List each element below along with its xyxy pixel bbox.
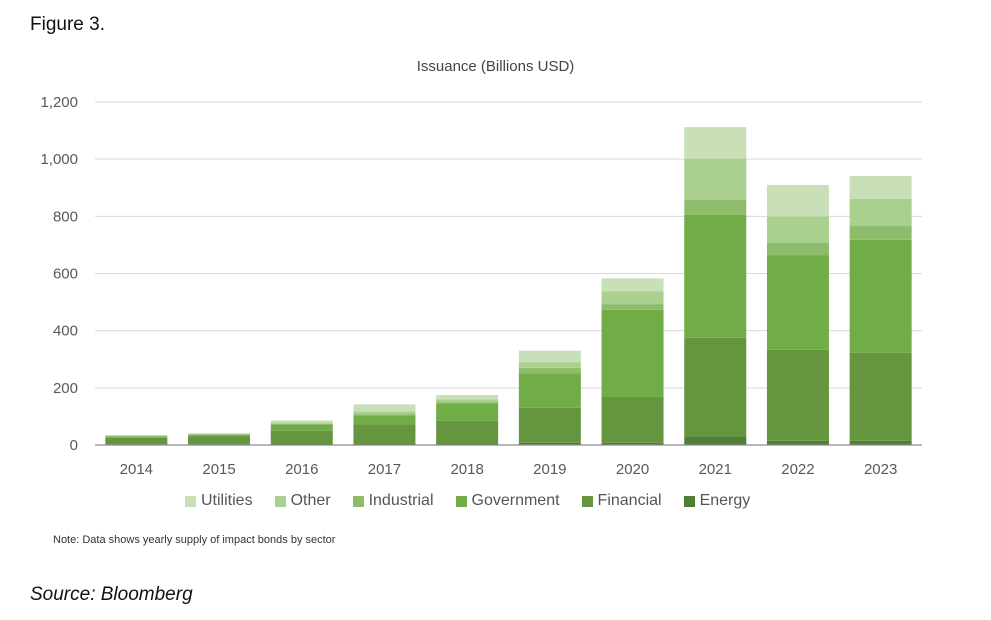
legend-item-other: Other <box>274 492 331 510</box>
bar-energy-2017 <box>353 443 416 445</box>
bar-utilities-2018 <box>436 394 499 400</box>
bar-other-2023 <box>849 198 912 227</box>
bar-other-2015 <box>188 433 251 435</box>
bar-industrial-2020 <box>601 304 664 310</box>
bar-government-2022 <box>766 255 829 350</box>
bar-government-2023 <box>849 239 912 353</box>
x-tick-label: 2016 <box>285 461 318 478</box>
bar-government-2014 <box>105 436 168 438</box>
bar-financial-2021 <box>684 337 747 437</box>
x-tick-label: 2022 <box>781 461 814 478</box>
source-caption: Source: Bloomberg <box>30 584 193 605</box>
chart-note: Note: Data shows yearly supply of impact… <box>53 534 336 546</box>
y-tick-label: 1,000 <box>40 151 78 168</box>
x-tick-label: 2023 <box>864 461 897 478</box>
bar-financial-2023 <box>849 352 912 441</box>
bar-government-2019 <box>518 373 581 408</box>
bar-utilities-2022 <box>766 184 829 217</box>
bar-utilities-2023 <box>849 176 912 199</box>
bar-government-2021 <box>684 214 747 338</box>
chart-title: Issuance (Billions USD) <box>416 58 575 75</box>
legend-item-government: Government <box>455 492 560 510</box>
bar-industrial-2022 <box>766 242 829 256</box>
bar-financial-2014 <box>105 437 168 445</box>
bar-utilities-2016 <box>270 420 333 423</box>
legend-swatch <box>455 495 467 507</box>
bar-financial-2015 <box>188 436 251 445</box>
bars <box>105 127 912 445</box>
legend-label: Energy <box>699 492 751 509</box>
legend-item-energy: Energy <box>683 492 751 510</box>
bar-other-2020 <box>601 291 664 305</box>
bar-industrial-2017 <box>353 414 416 416</box>
y-tick-label: 200 <box>53 380 78 397</box>
bar-other-2021 <box>684 158 747 201</box>
x-tick-label: 2018 <box>450 461 483 478</box>
bar-energy-2021 <box>684 436 747 445</box>
bar-other-2019 <box>518 362 581 368</box>
legend-label: Government <box>471 492 560 509</box>
bar-financial-2018 <box>436 420 499 444</box>
legend-item-utilities: Utilities <box>185 492 253 510</box>
legend-item-industrial: Industrial <box>352 492 434 510</box>
bar-government-2016 <box>270 424 333 431</box>
x-tick-label: 2014 <box>120 461 153 478</box>
legend-swatch <box>352 495 364 507</box>
bar-other-2016 <box>270 422 333 424</box>
y-tick-label: 600 <box>53 266 78 283</box>
bar-other-2014 <box>105 435 168 437</box>
legend-label: Industrial <box>368 492 434 509</box>
x-tick-label: 2017 <box>368 461 401 478</box>
chart-legend: Utilities Other Industrial Government Financ… <box>185 492 772 510</box>
y-tick-label: 400 <box>53 323 78 340</box>
bar-other-2022 <box>766 216 829 243</box>
bar-utilities-2017 <box>353 404 416 412</box>
bar-utilities-2021 <box>684 127 747 159</box>
legend-label: Utilities <box>201 492 253 509</box>
bar-financial-2020 <box>601 396 664 443</box>
axes: 0 200 400 600 800 1,000 1,200 2014 2015 2016 2017 2… <box>40 94 922 478</box>
bar-industrial-2021 <box>684 200 747 215</box>
bar-other-2018 <box>436 399 499 403</box>
legend-label: Other <box>290 492 331 509</box>
bar-utilities-2020 <box>601 278 664 292</box>
bar-energy-2018 <box>436 443 499 445</box>
y-tick-label: 0 <box>70 437 78 454</box>
y-tick-label: 800 <box>53 208 78 225</box>
bar-financial-2022 <box>766 349 829 441</box>
bar-government-2017 <box>353 415 416 425</box>
legend-swatch <box>683 495 695 507</box>
legend-item-financial: Financial <box>581 492 662 510</box>
bar-government-2020 <box>601 309 664 397</box>
legend-swatch <box>185 495 196 507</box>
x-tick-label: 2020 <box>616 461 649 478</box>
legend-label: Financial <box>597 492 662 509</box>
bar-industrial-2023 <box>849 226 912 240</box>
bar-energy-2022 <box>766 440 829 445</box>
x-tick-label: 2021 <box>699 461 732 478</box>
bar-energy-2016 <box>270 443 333 445</box>
bar-government-2018 <box>436 403 499 421</box>
bar-utilities-2014 <box>105 434 168 436</box>
legend-swatch <box>274 495 286 507</box>
bar-industrial-2016 <box>270 423 333 425</box>
bar-financial-2016 <box>270 430 333 444</box>
bar-utilities-2019 <box>518 350 581 363</box>
bar-industrial-2018 <box>436 402 499 404</box>
figure-label: Figure 3. <box>30 14 105 35</box>
x-tick-label: 2019 <box>533 461 566 478</box>
bar-government-2015 <box>188 434 251 437</box>
bar-industrial-2019 <box>518 367 581 374</box>
bar-energy-2019 <box>518 442 581 445</box>
bar-energy-2023 <box>849 440 912 445</box>
bar-other-2017 <box>353 411 416 415</box>
bar-financial-2019 <box>518 407 581 443</box>
bar-utilities-2015 <box>188 432 251 434</box>
bar-energy-2020 <box>601 442 664 445</box>
x-tick-label: 2015 <box>202 461 235 478</box>
y-tick-label: 1,200 <box>40 94 78 111</box>
bar-financial-2017 <box>353 424 416 444</box>
legend-swatch <box>581 495 593 507</box>
